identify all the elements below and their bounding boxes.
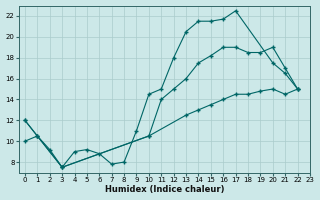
X-axis label: Humidex (Indice chaleur): Humidex (Indice chaleur) — [105, 185, 224, 194]
